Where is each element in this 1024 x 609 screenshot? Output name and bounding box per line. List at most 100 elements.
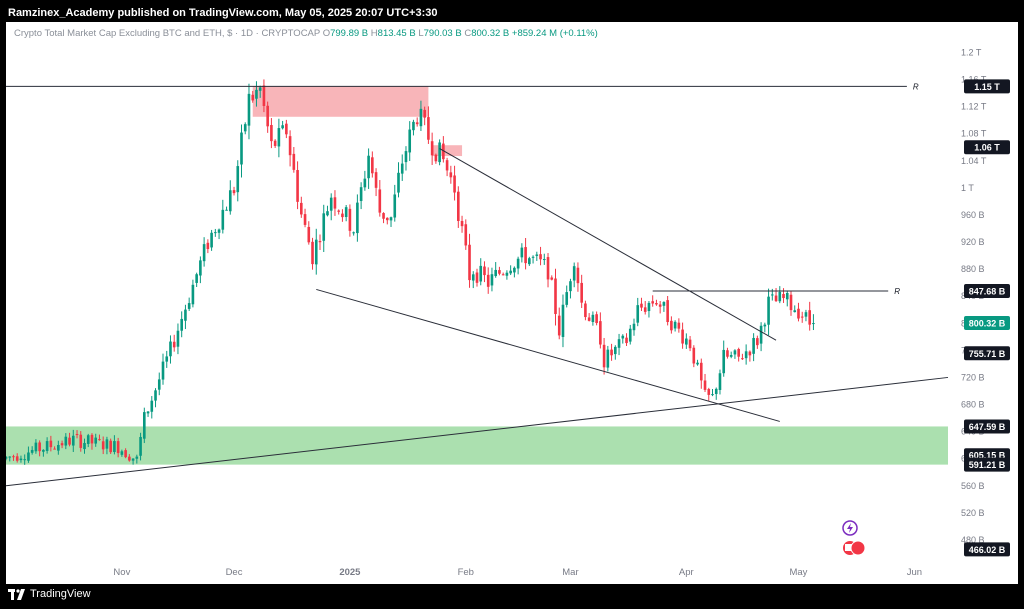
supply-zone-1 <box>432 145 463 157</box>
candle-body <box>554 278 557 315</box>
candle-body <box>752 337 755 354</box>
candle-body <box>344 207 348 218</box>
candle-body <box>400 163 404 174</box>
candle-body <box>774 295 778 302</box>
candle-body <box>210 232 213 248</box>
candle-body <box>19 458 23 461</box>
candle-body <box>744 351 748 359</box>
tradingview-footer[interactable]: TradingView <box>8 588 91 600</box>
candle-body <box>135 456 139 459</box>
candle-body <box>341 213 344 218</box>
candle-body <box>561 304 565 337</box>
y-tick-label: 720 B <box>961 372 985 382</box>
candle-body <box>714 388 718 395</box>
price-labels: 1.15 T 1.06 T 847.68 B 800.32 B 755.71 B 647.… <box>964 79 1010 557</box>
candle-body <box>113 441 116 453</box>
price-label-box <box>964 346 1010 361</box>
candle-body <box>27 452 30 461</box>
candle-body <box>157 379 161 390</box>
candle-body <box>247 93 251 126</box>
x-tick-label: Dec <box>226 567 243 578</box>
candle-body <box>180 318 183 331</box>
change-value: +859.24 M (+0.11%) <box>511 28 598 39</box>
candle-body <box>352 232 355 234</box>
candle-body <box>442 143 445 160</box>
candle-body <box>412 121 415 131</box>
candle-body <box>356 202 359 234</box>
candle-body <box>498 270 501 274</box>
candle-body <box>240 132 243 165</box>
trend-line-4 <box>6 376 949 487</box>
price-label: 1.15 T <box>974 82 1000 92</box>
candle-body <box>785 292 789 300</box>
candle-body <box>520 247 524 258</box>
candle-body <box>427 117 430 140</box>
candle-body <box>516 258 520 269</box>
candle-body <box>281 125 284 129</box>
candle-body <box>542 259 546 261</box>
candle-body <box>531 256 535 258</box>
candle-body <box>681 329 684 344</box>
candle-body <box>722 349 726 374</box>
candle-body <box>587 317 591 321</box>
candle-body <box>557 315 561 336</box>
flag-icon-2[interactable] <box>850 540 866 556</box>
lines-layer: RR <box>6 82 949 487</box>
candle-body <box>15 456 19 461</box>
candle-body <box>490 274 494 286</box>
candle-body <box>741 358 744 360</box>
candle-body <box>647 302 651 312</box>
candle-body <box>759 325 763 344</box>
candle-body <box>404 151 408 163</box>
time-axis: Nov Dec 2025 Feb Mar Apr May Jun <box>113 567 922 578</box>
y-tick-label: 880 B <box>961 264 985 274</box>
candle-body <box>658 304 662 307</box>
y-tick-label: 1 T <box>961 183 974 193</box>
candle-body <box>38 442 41 452</box>
candle-body <box>528 258 531 265</box>
candle-body <box>42 449 45 452</box>
candle-body <box>539 254 542 260</box>
candle-body <box>685 338 688 345</box>
x-tick-label: Nov <box>113 567 130 578</box>
candle-body <box>408 129 412 153</box>
candle-body <box>359 187 363 202</box>
x-tick-label: Mar <box>562 567 578 578</box>
y-tick-label: 1.12 T <box>961 102 987 112</box>
candle-body <box>789 294 793 311</box>
candle-body <box>505 272 509 276</box>
symbol-legend: Crypto Total Market Cap Excluding BTC an… <box>14 28 598 39</box>
candle-body <box>139 436 142 456</box>
candle-body <box>90 434 94 444</box>
resistance-label: R <box>913 82 919 91</box>
candle-body <box>165 356 169 362</box>
candle-body <box>453 175 456 193</box>
candle-body <box>266 105 269 127</box>
candle-body <box>385 217 389 221</box>
candle-body <box>767 296 770 325</box>
candle-body <box>128 456 131 461</box>
candle-body <box>509 270 512 274</box>
candle-body <box>86 435 90 444</box>
candle-body <box>378 189 382 213</box>
price-label-box <box>964 542 1010 557</box>
candle-body <box>464 224 468 246</box>
y-tick-label: 680 B <box>961 400 985 410</box>
x-tick-label: Apr <box>679 567 694 578</box>
candle-body <box>688 339 692 349</box>
candle-body <box>419 108 423 127</box>
candle-body <box>176 330 180 347</box>
y-tick-label: 1.08 T <box>961 129 987 139</box>
candle-body <box>120 451 124 455</box>
chart-tool-icons[interactable] <box>842 520 866 556</box>
candle-body <box>793 310 797 313</box>
candle-body <box>471 274 475 281</box>
candle-body <box>23 459 26 461</box>
candle-body <box>625 337 628 344</box>
lightning-icon[interactable] <box>842 520 858 536</box>
price-label-box <box>964 419 1010 434</box>
candle-body <box>449 172 453 178</box>
